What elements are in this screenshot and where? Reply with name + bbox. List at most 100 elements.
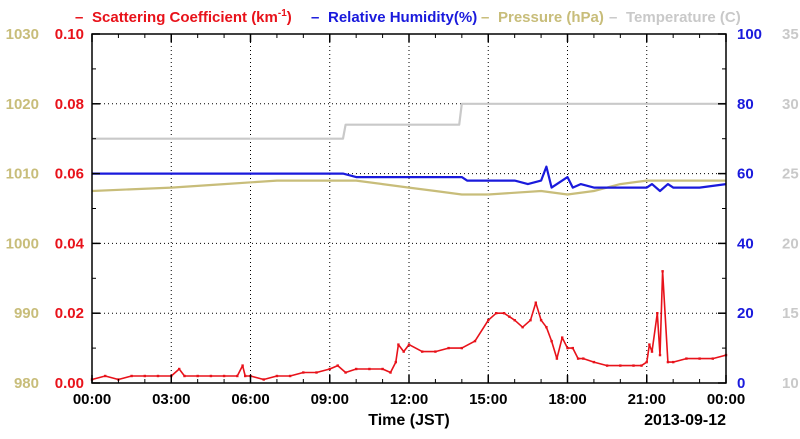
scattering-point <box>513 319 516 322</box>
legend-dash-pressure: – <box>481 9 489 26</box>
temperature-tick-label: 30 <box>782 96 799 113</box>
scattering-point <box>521 326 524 329</box>
scattering-point <box>473 339 477 343</box>
scattering-point <box>529 319 532 322</box>
pressure-tick-label: 1030 <box>6 26 39 43</box>
pressure-tick-label: 1020 <box>6 96 39 113</box>
series-line-scattering <box>91 270 727 381</box>
tick-marks <box>91 33 727 384</box>
x-tick-label: 09:00 <box>311 391 349 408</box>
x-tick-label: 21:00 <box>628 391 666 408</box>
scattering-point <box>328 367 331 371</box>
temperature-tick-label: 20 <box>782 235 799 252</box>
scattering-point <box>661 270 664 273</box>
scattering-point <box>495 312 498 315</box>
scattering-point <box>619 364 622 367</box>
x-tick-label: 15:00 <box>469 391 507 408</box>
scattering-point <box>397 343 400 346</box>
pressure-tick-label: 1000 <box>6 235 39 252</box>
legend-scattering: Scattering Coefficient (km-1) <box>92 8 292 26</box>
scattering-point <box>508 315 511 318</box>
series-line-temperature <box>92 102 726 140</box>
temperature-tick-label: 15 <box>782 305 799 322</box>
scattering-point <box>571 346 574 350</box>
scattering-tick-label: 0.10 <box>55 26 84 43</box>
scattering-point <box>640 364 643 367</box>
scattering-point <box>262 378 265 381</box>
scattering-point <box>650 350 654 353</box>
scattering-point <box>685 357 688 360</box>
pressure-tick-label: 980 <box>14 375 39 392</box>
scattering-point <box>576 357 580 360</box>
legend-dash-scattering: – <box>75 9 83 26</box>
pressure-tick-label: 990 <box>14 305 39 322</box>
scattering-point <box>447 346 450 350</box>
temperature-tick-label: 25 <box>782 166 799 183</box>
scattering-point <box>183 374 186 378</box>
legend-dash-temperature: – <box>609 9 617 26</box>
scattering-point <box>344 371 347 374</box>
series-line-pressure <box>91 179 726 196</box>
scattering-point <box>288 374 292 378</box>
pressure-tick-label: 1010 <box>6 166 39 183</box>
scattering-point <box>302 371 305 374</box>
grid <box>92 34 726 383</box>
temperature-tick-label: 35 <box>782 26 799 43</box>
scattering-point <box>605 364 609 367</box>
scattering-point <box>698 357 701 360</box>
humidity-tick-label: 100 <box>737 26 762 43</box>
temperature-tick-label: 10 <box>782 375 799 392</box>
legend-humidity: Relative Humidity(%) <box>328 9 477 26</box>
scattering-point <box>402 350 405 353</box>
scattering-point <box>582 357 585 360</box>
scattering-point <box>381 367 384 371</box>
humidity-tick-label: 80 <box>737 96 754 113</box>
legend: – Scattering Coefficient (km-1) – Relati… <box>75 8 741 26</box>
scattering-tick-label: 0.04 <box>55 235 85 252</box>
scattering-point <box>355 367 358 371</box>
scattering-point <box>555 357 559 360</box>
tick-labels: 00:00 03:00 06:00 09:00 12:00 15:00 18:00 21:00… <box>6 26 799 408</box>
scattering-point <box>487 319 490 322</box>
scattering-tick-label: 0.06 <box>55 166 84 183</box>
legend-temperature: Temperature (C) <box>626 9 741 26</box>
legend-pressure: Pressure (hPa) <box>498 9 604 26</box>
scattering-point <box>389 371 392 374</box>
x-tick-label: 12:00 <box>390 391 428 408</box>
scattering-point <box>592 360 596 364</box>
scattering-point <box>244 374 247 378</box>
scattering-point <box>550 339 553 343</box>
scattering-point <box>711 357 714 360</box>
scattering-point <box>407 343 411 346</box>
scattering-point <box>434 350 437 353</box>
scattering-point <box>545 326 548 329</box>
scattering-point <box>672 360 675 364</box>
scattering-point <box>143 374 146 378</box>
x-tick-label: 06:00 <box>231 391 269 408</box>
x-axis-title: Time (JST) <box>368 412 450 429</box>
scattering-point <box>566 346 569 350</box>
scattering-point <box>196 374 199 378</box>
scattering-point <box>658 353 662 357</box>
x-tick-label: 00:00 <box>707 391 745 408</box>
humidity-tick-label: 20 <box>737 305 754 322</box>
scattering-point <box>315 371 318 374</box>
scattering-point <box>421 350 424 353</box>
scattering-point <box>368 367 371 371</box>
scattering-point <box>209 374 213 378</box>
date-label: 2013-09-12 <box>644 412 726 429</box>
scattering-point <box>336 364 339 367</box>
scattering-point <box>394 360 397 364</box>
scattering-tick-label: 0.00 <box>55 375 84 392</box>
scattering-point <box>502 312 506 315</box>
scattering-point <box>275 374 279 378</box>
scattering-tick-label: 0.02 <box>55 305 84 322</box>
legend-dash-humidity: – <box>311 9 319 26</box>
scattering-point <box>222 374 226 378</box>
scattering-point <box>632 364 635 367</box>
series-line-humidity <box>92 165 727 193</box>
scattering-point <box>156 374 160 378</box>
scattering-point <box>130 374 133 378</box>
